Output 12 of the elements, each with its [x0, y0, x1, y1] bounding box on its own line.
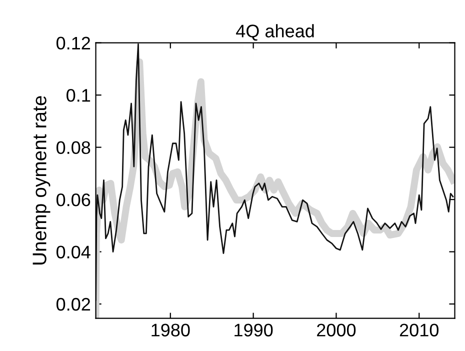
x-tick-label: 1990	[234, 324, 273, 336]
chart-title: 4Q ahead	[236, 24, 314, 41]
x-tick-label: 2010	[400, 324, 438, 336]
y-tick-label: 0.02	[56, 298, 90, 311]
y-tick-label: 0.06	[56, 193, 90, 206]
y-tick-label: 0.1	[66, 88, 90, 102]
x-tick-label: 1980	[152, 324, 190, 336]
y-tick-label: 0.04	[56, 246, 90, 258]
y-axis-title: Unemp oyment rate	[32, 96, 50, 264]
x-tick-label: 2000	[317, 324, 356, 336]
y-tick-label: 0.08	[56, 141, 90, 154]
y-tick-label: 0.12	[56, 36, 90, 50]
